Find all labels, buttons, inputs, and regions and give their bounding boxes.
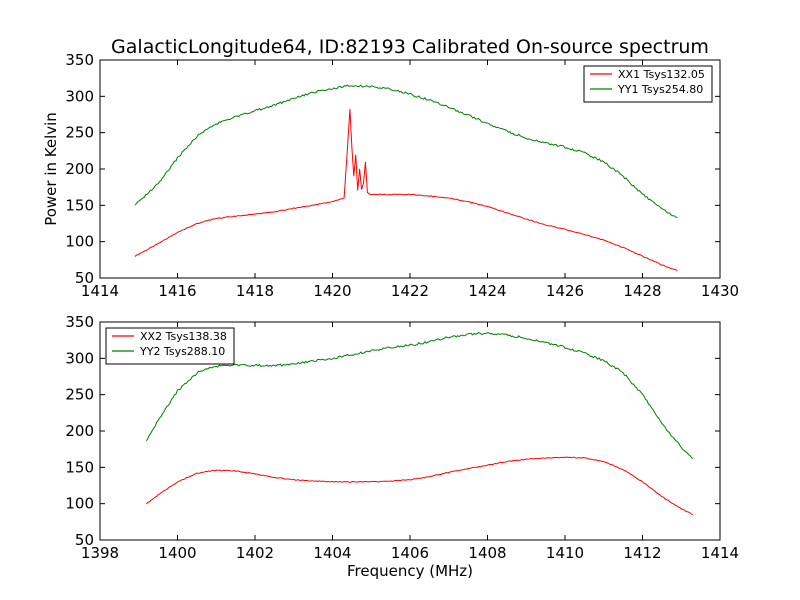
x-tick-label: 1418 <box>236 282 274 300</box>
x-tick-label: 1402 <box>236 544 274 562</box>
y-tick-label: 200 <box>65 422 94 440</box>
x-tick-label: 1422 <box>391 282 429 300</box>
legend-box <box>583 65 713 103</box>
chart-title: GalacticLongitude64, ID:82193 Calibrated… <box>111 36 709 58</box>
x-axis-label: Frequency (MHz) <box>347 562 473 580</box>
x-tick-label: 1404 <box>313 544 351 562</box>
y-tick-label: 200 <box>65 160 94 178</box>
series-line-2 <box>146 332 694 460</box>
y-tick-label: 50 <box>75 531 94 549</box>
y-tick-label: 300 <box>65 87 94 105</box>
y-tick-label: 50 <box>75 269 94 287</box>
y-tick-label: 150 <box>65 196 94 214</box>
legend-label: YY1 Tsys254.80 <box>617 83 703 96</box>
bottom-plot: 1398 1400 1402 1404 1406 1408 1410 1412 1414 50 10… <box>65 313 739 562</box>
x-tick-label: 1414 <box>81 282 119 300</box>
y-tick-label: 350 <box>65 51 94 69</box>
series-line-1 <box>134 109 678 272</box>
y-tick-label: 100 <box>65 495 94 513</box>
x-tick-label: 1398 <box>81 544 119 562</box>
x-tick-label: 1416 <box>158 282 196 300</box>
x-tick-label: 1410 <box>546 544 584 562</box>
x-tick-label: 1430 <box>701 282 739 300</box>
x-tick-label: 1428 <box>623 282 661 300</box>
y-tick-label: 250 <box>65 124 94 142</box>
legend-label: XX2 Tsys138.38 <box>140 330 227 343</box>
y-tick-label: 250 <box>65 386 94 404</box>
x-tick-label: 1414 <box>701 544 739 562</box>
legend: XX1 Tsys132.05 YY1 Tsys254.80 <box>583 65 713 103</box>
legend-label: YY2 Tsys288.10 <box>139 345 225 358</box>
series-line-1 <box>146 456 693 516</box>
x-tick-label: 1420 <box>313 282 351 300</box>
legend-label: XX1 Tsys132.05 <box>618 68 705 81</box>
y-tick-label: 100 <box>65 233 94 251</box>
top-plot: 1414 1416 1418 1420 1422 1424 1426 1428 1430 50 10… <box>65 51 739 300</box>
legend-box <box>105 327 235 365</box>
x-tick-label: 1412 <box>623 544 661 562</box>
x-tick-label: 1424 <box>468 282 506 300</box>
y-tick-label: 350 <box>65 313 94 331</box>
y-tick-label: 300 <box>65 349 94 367</box>
series-line-2 <box>134 84 678 219</box>
y-axis-label: Power in Kelvin <box>42 112 60 226</box>
x-tick-label: 1406 <box>391 544 429 562</box>
legend: XX2 Tsys138.38 YY2 Tsys288.10 <box>105 327 235 365</box>
x-tick-label: 1408 <box>468 544 506 562</box>
x-tick-label: 1426 <box>546 282 584 300</box>
y-tick-label: 150 <box>65 458 94 476</box>
x-tick-label: 1400 <box>158 544 196 562</box>
